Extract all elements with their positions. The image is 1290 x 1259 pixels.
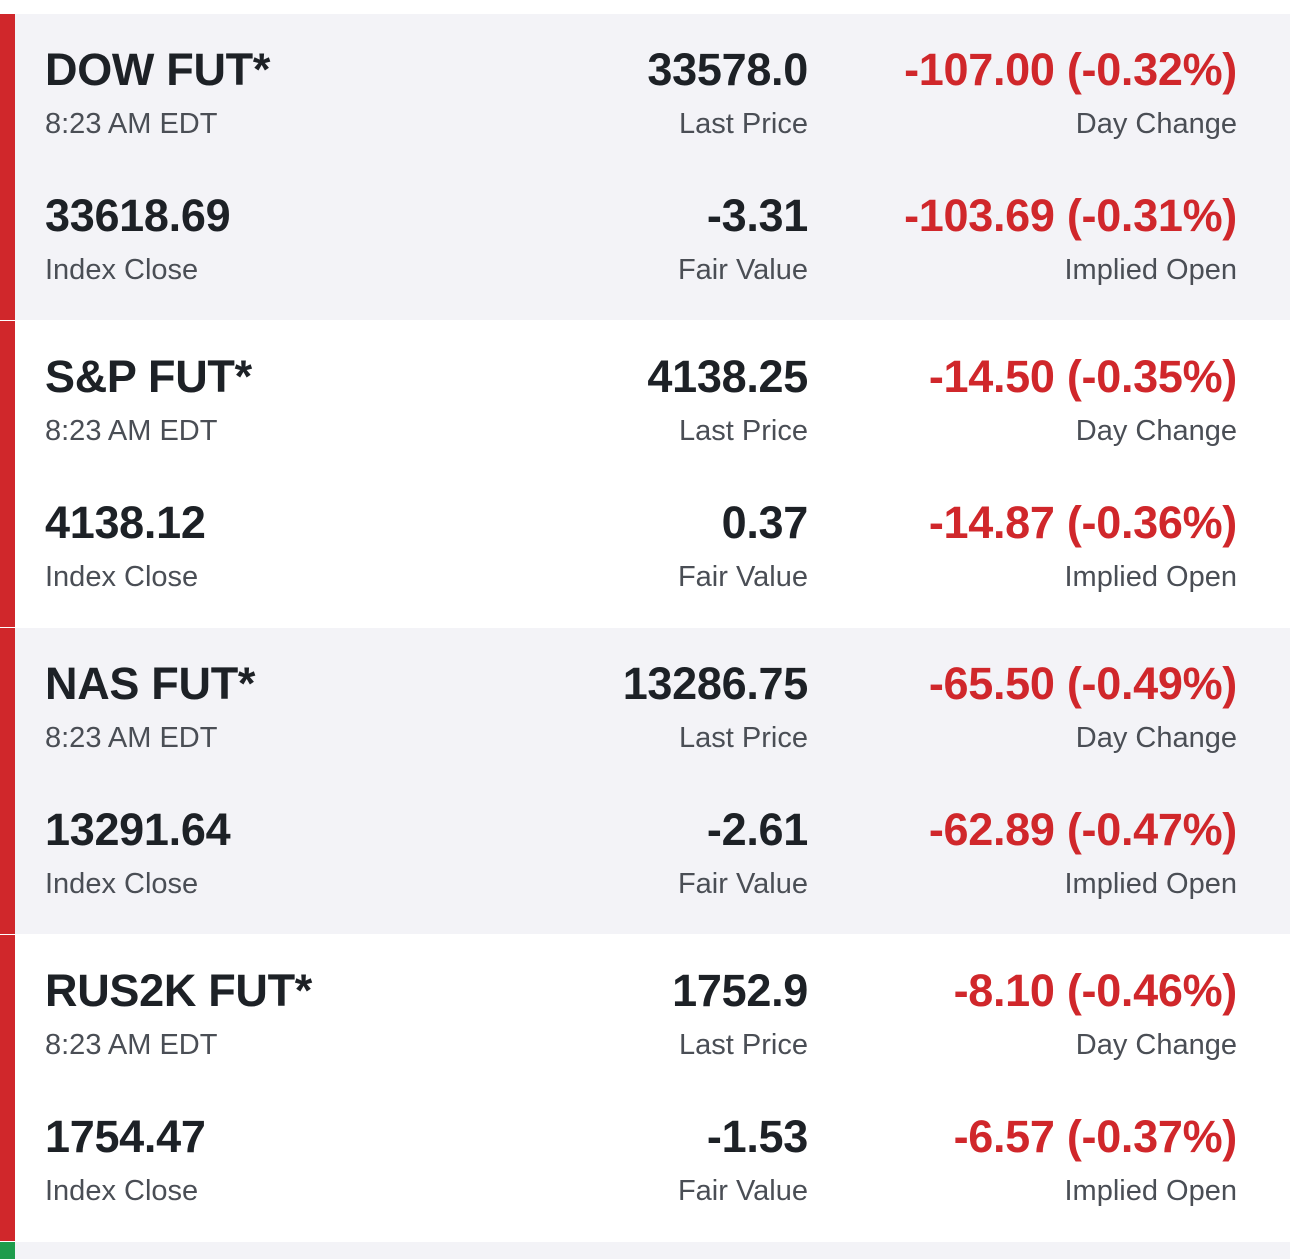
status-bar-negative — [0, 321, 15, 627]
quote-time: 8:23 AM EDT — [45, 722, 218, 754]
implied-open-label: Implied Open — [1064, 868, 1238, 900]
symbol-name[interactable]: NAS FUT* — [45, 658, 256, 709]
implied-open-value: -62.89 (-0.47%) — [928, 804, 1237, 855]
last-price-value: 4138.25 — [647, 351, 808, 402]
fair-value-row: 13291.64 Index Close -2.61 Fair Value -6… — [0, 802, 1290, 922]
last-price-label: Last Price — [679, 415, 808, 447]
last-price-value: 13286.75 — [622, 658, 809, 709]
fair-value-label: Fair Value — [677, 1175, 808, 1207]
day-change-label: Day Change — [1075, 108, 1237, 140]
quote-time: 8:23 AM EDT — [45, 108, 218, 140]
quote-row: NAS FUT* 8:23 AM EDT 13286.75 Last Price… — [0, 656, 1290, 776]
futures-card-nas[interactable]: NAS FUT* 8:23 AM EDT 13286.75 Last Price… — [0, 628, 1290, 935]
fair-value-row: 4138.12 Index Close 0.37 Fair Value -14.… — [0, 495, 1290, 615]
status-bar-negative — [0, 628, 15, 934]
index-close-value: 13291.64 — [45, 804, 231, 855]
index-close-label: Index Close — [45, 561, 199, 593]
fair-value-value: 0.37 — [721, 497, 809, 548]
index-close-label: Index Close — [45, 254, 199, 286]
implied-open-label: Implied Open — [1064, 254, 1238, 286]
last-price-label: Last Price — [679, 108, 808, 140]
day-change-value: -107.00 (-0.32%) — [904, 44, 1237, 95]
index-close-label: Index Close — [45, 1175, 199, 1207]
day-change-label: Day Change — [1075, 415, 1237, 447]
symbol-name[interactable]: S&P FUT* — [45, 351, 252, 402]
index-close-value: 1754.47 — [45, 1111, 206, 1162]
last-price-value: 33578.0 — [647, 44, 808, 95]
quote-row: RUS2K FUT* 8:23 AM EDT 1752.9 Last Price… — [0, 963, 1290, 1083]
fair-value-row: 1754.47 Index Close -1.53 Fair Value -6.… — [0, 1109, 1290, 1229]
symbol-name[interactable]: DOW FUT* — [45, 44, 271, 95]
day-change-value: -14.50 (-0.35%) — [928, 351, 1237, 402]
fair-value-row: 33618.69 Index Close -3.31 Fair Value -1… — [0, 188, 1290, 308]
fair-value-value: -3.31 — [706, 190, 808, 241]
next-card-partial[interactable] — [0, 1242, 1290, 1259]
fair-value-label: Fair Value — [677, 561, 808, 593]
symbol-name[interactable]: RUS2K FUT* — [45, 965, 313, 1016]
last-price-value: 1752.9 — [672, 965, 808, 1016]
last-price-label: Last Price — [679, 1029, 808, 1061]
implied-open-label: Implied Open — [1064, 561, 1238, 593]
day-change-value: -8.10 (-0.46%) — [953, 965, 1238, 1016]
fair-value-label: Fair Value — [677, 254, 808, 286]
quote-time: 8:23 AM EDT — [45, 1029, 218, 1061]
index-close-value: 33618.69 — [45, 190, 231, 241]
day-change-label: Day Change — [1075, 722, 1237, 754]
index-close-label: Index Close — [45, 868, 199, 900]
implied-open-label: Implied Open — [1064, 1175, 1238, 1207]
implied-open-value: -6.57 (-0.37%) — [953, 1111, 1238, 1162]
status-bar-negative — [0, 14, 15, 320]
fair-value-label: Fair Value — [677, 868, 808, 900]
quote-row: DOW FUT* 8:23 AM EDT 33578.0 Last Price … — [0, 42, 1290, 162]
implied-open-value: -14.87 (-0.36%) — [928, 497, 1237, 548]
futures-card-dow[interactable]: DOW FUT* 8:23 AM EDT 33578.0 Last Price … — [0, 14, 1290, 321]
day-change-label: Day Change — [1075, 1029, 1237, 1061]
last-price-label: Last Price — [679, 722, 808, 754]
day-change-value: -65.50 (-0.49%) — [928, 658, 1237, 709]
futures-card-rus2k[interactable]: RUS2K FUT* 8:23 AM EDT 1752.9 Last Price… — [0, 935, 1290, 1242]
status-bar-negative — [0, 935, 15, 1241]
index-close-value: 4138.12 — [45, 497, 206, 548]
futures-list: DOW FUT* 8:23 AM EDT 33578.0 Last Price … — [0, 14, 1290, 1242]
quote-time: 8:23 AM EDT — [45, 415, 218, 447]
fair-value-value: -2.61 — [706, 804, 808, 855]
futures-card-sp[interactable]: S&P FUT* 8:23 AM EDT 4138.25 Last Price … — [0, 321, 1290, 628]
fair-value-value: -1.53 — [706, 1111, 808, 1162]
implied-open-value: -103.69 (-0.31%) — [904, 190, 1237, 241]
status-bar-positive — [0, 1242, 15, 1259]
quote-row: S&P FUT* 8:23 AM EDT 4138.25 Last Price … — [0, 349, 1290, 469]
